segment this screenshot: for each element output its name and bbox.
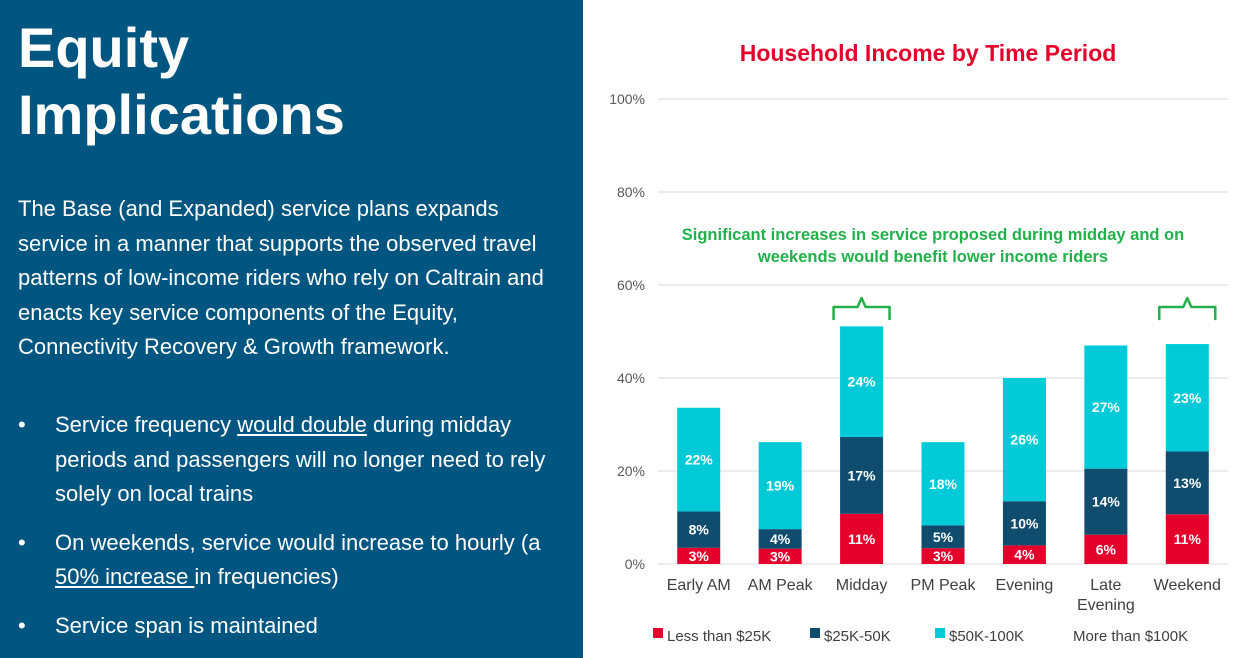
bar-segment [921,442,965,526]
bar-segment [1084,345,1128,469]
data-label: 4% [1014,547,1035,563]
data-label: 11% [1174,531,1202,547]
bullet-dot: • [18,412,26,437]
annotation-bracket [1158,296,1217,321]
bar-segment [1084,534,1128,564]
x-tick-label: Weekend [1154,577,1221,594]
legend-swatch [810,628,820,638]
bar-segment [677,407,721,512]
bar-segment [1002,378,1046,502]
data-label: 24% [848,374,877,390]
bar-segment [840,326,884,438]
bullet-text: Service span is maintained [55,612,318,638]
bar-segment [1165,514,1209,564]
legend: Less than $25K $25K-50K $50K-100K More than… [653,628,1188,645]
bar-segment [1165,344,1209,452]
bar-segment [1002,545,1046,564]
bar-segment [758,548,802,564]
bullet-list: • Service frequency would double during … [18,408,568,657]
annotation-bracket [832,296,891,321]
x-tick-label: Evening [996,577,1054,594]
legend-swatch [935,628,945,638]
bullet-text: Service frequency [55,412,238,437]
data-label: 3% [689,548,710,564]
data-label: 11% [848,531,876,547]
data-label: 3% [933,548,954,564]
bullet-text: during midday periods and passengers wil… [55,412,546,506]
data-label: 23% [1173,390,1202,406]
annotation-text: Significant increases in service propose… [682,226,1184,244]
data-label: 13% [1173,475,1202,491]
bullet-item: • On weekends, service would increase to… [18,526,568,595]
left-panel: Equity Implications The Base (and Expand… [0,0,583,658]
x-tick-label: Late [1090,577,1121,594]
bar-segment [677,511,721,548]
annotation: Significant increases in service propose… [682,226,1217,321]
data-label: 22% [685,452,714,468]
y-tick-label: 80% [617,184,645,200]
panel-title: Equity Implications [18,14,558,148]
bullet-item: • Service frequency would double during … [18,408,568,512]
bar-segment [1165,451,1209,515]
y-tick-label: 40% [617,370,645,386]
bullet-underlined-text: would double [237,412,367,437]
data-label: 3% [770,548,791,564]
x-tick-label: PM Peak [911,577,977,594]
bullet-text: in frequencies) [194,564,339,589]
bullet-dot: • [18,612,26,638]
panel-title-line1: Equity [18,16,190,79]
legend-label: More than $100K [1073,628,1188,645]
bar-segment [840,513,884,564]
legend-swatch [653,628,663,638]
bar-segment [758,442,802,530]
y-tick-label: 100% [609,91,645,107]
income-chart: Household Income by Time Period 0% 20% 40%… [609,40,1228,645]
annotation-text: weekends would benefit lower income ride… [757,248,1108,266]
panel-body-text: The Base (and Expanded) service plans ex… [18,196,544,359]
bullet-item: • Service span is maintained [18,609,568,644]
bar-segment [921,548,965,564]
data-label: 27% [1092,399,1121,415]
data-label: 5% [933,529,954,545]
data-label: 6% [1096,541,1117,557]
bar-segment [758,529,802,549]
bars: 3%8%22%Early AM3%4%19%AM Peak11%17%24%Mi… [667,326,1221,614]
legend-label: $50K-100K [949,628,1024,645]
panel-title-line2: Implications [18,83,345,146]
legend-label: Less than $25K [667,628,771,645]
bullet-underlined-text: 50% increase [55,564,195,589]
bullet-text: On weekends, service would increase to h… [55,529,541,555]
x-tick-label: Early AM [667,577,731,594]
data-label: 17% [848,467,877,483]
bar-segment [840,437,884,514]
chart-title: Household Income by Time Period [740,40,1117,66]
x-tick-label: AM Peak [748,577,814,594]
bar-segment [677,547,721,564]
data-label: 8% [689,522,710,538]
bullet-dot: • [18,529,26,555]
y-tick-label: 60% [617,277,645,293]
data-label: 18% [929,476,958,492]
y-tick-label: 0% [625,556,645,572]
bar-segment [1084,468,1128,535]
x-tick-label: Midday [836,577,888,594]
data-label: 26% [1010,432,1039,448]
data-label: 10% [1010,515,1039,531]
y-tick-label: 20% [617,463,645,479]
legend-label: $25K-50K [824,628,891,645]
bar-segment [921,525,965,549]
data-label: 4% [770,531,791,547]
data-label: 19% [766,478,795,494]
data-label: 14% [1092,494,1121,510]
bar-segment [1002,501,1046,546]
x-tick-label: Evening [1077,597,1135,614]
